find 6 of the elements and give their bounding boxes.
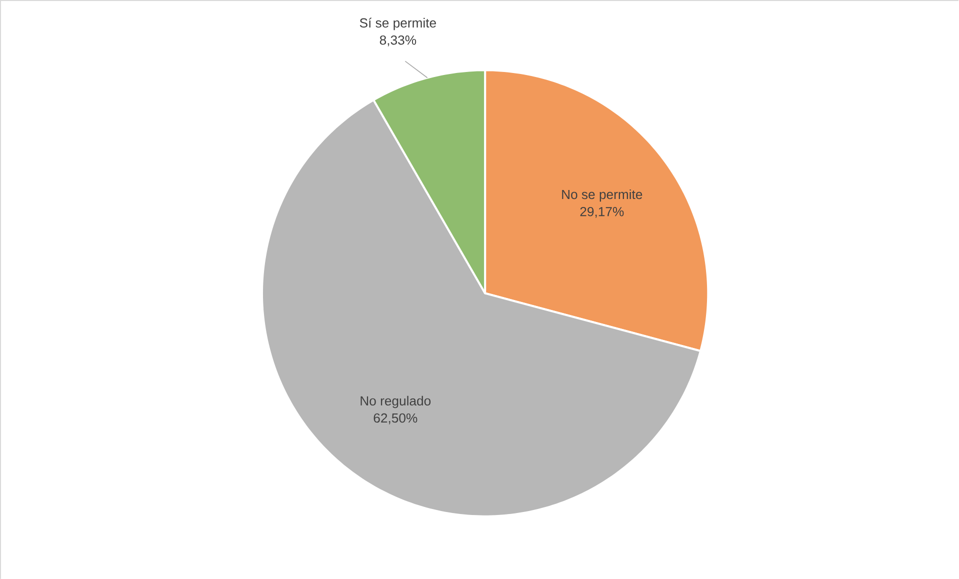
data-label: 8,33%	[380, 35, 416, 46]
slice-label: No se permite	[562, 189, 642, 202]
data-label: 62,50%	[374, 413, 418, 424]
slice-label: No regulado	[360, 396, 431, 408]
data-label: 29,17%	[580, 206, 624, 218]
slice-label: Sí se permite	[360, 18, 436, 30]
